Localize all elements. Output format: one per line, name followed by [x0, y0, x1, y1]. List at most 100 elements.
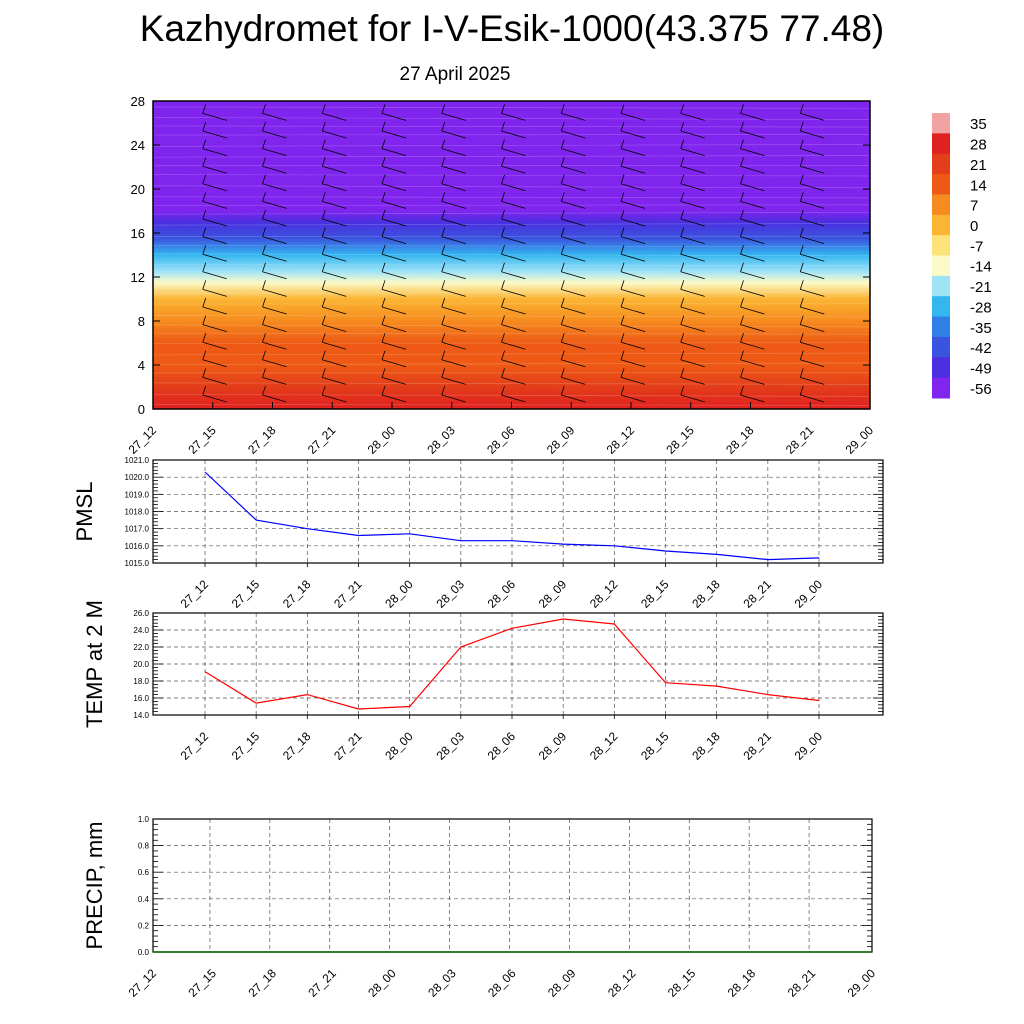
wind-barb-staff — [561, 341, 586, 350]
wind-barb — [441, 297, 466, 315]
wind-barb — [321, 333, 347, 350]
wind-barb-staff — [322, 324, 347, 332]
y-tick-label: 1015.0 — [125, 559, 150, 568]
x-tick-label: 28_12 — [587, 577, 621, 611]
wind-barb-flag — [799, 227, 804, 237]
wind-barb-flag — [501, 139, 505, 149]
wind-barb — [441, 227, 466, 244]
wind-barb — [740, 262, 765, 280]
wind-barb-staff — [620, 218, 646, 227]
x-tick-label: 29_00 — [845, 966, 879, 1000]
wind-barb-staff — [441, 236, 466, 244]
wind-barb-flag — [202, 174, 207, 184]
wind-barb-flag — [799, 385, 804, 396]
wind-barb-flag — [381, 350, 386, 360]
wind-barb-flag — [740, 297, 744, 308]
wind-barb-staff — [740, 377, 765, 385]
wind-barb-flag — [799, 192, 804, 202]
wind-barb-flag — [441, 350, 446, 360]
x-tick-label: 28_15 — [638, 729, 672, 763]
wind-barb-staff — [680, 377, 705, 385]
wind-barb-flag — [441, 104, 446, 114]
wind-barb — [560, 192, 586, 209]
wind-barb-staff — [561, 271, 586, 280]
wind-barb — [381, 262, 407, 280]
wind-barb-staff — [800, 236, 825, 244]
x-tick-label: 29_00 — [792, 577, 826, 611]
wind-barb-flag — [381, 104, 386, 114]
wind-barb-flag — [262, 121, 266, 132]
wind-barb-staff — [501, 113, 526, 121]
wind-barb — [799, 385, 825, 403]
wind-barb — [680, 192, 705, 209]
colorbar-segment — [932, 214, 950, 236]
wind-barb-flag — [740, 157, 744, 167]
wind-barb-staff — [680, 341, 705, 350]
wind-barb — [381, 121, 407, 139]
wind-barb-flag — [680, 227, 685, 237]
wind-barb-flag — [560, 297, 565, 308]
contour-line — [152, 282, 871, 286]
wind-barb — [799, 227, 825, 244]
wind-barb-staff — [620, 148, 646, 156]
colorbar-label: 14 — [970, 177, 987, 194]
profile-y-tick-label: 28 — [131, 94, 145, 109]
wind-barb — [799, 245, 825, 262]
wind-barb-flag — [262, 157, 266, 167]
wind-barb — [262, 297, 287, 315]
x-tick-label: 28_09 — [536, 577, 570, 611]
wind-barb-staff — [441, 377, 466, 385]
wind-barb — [381, 280, 407, 297]
contour-line — [152, 342, 871, 344]
x-tick-label: 28_06 — [485, 577, 519, 611]
wind-barb-flag — [262, 350, 266, 360]
wind-barb — [321, 121, 347, 139]
wind-barb-flag — [620, 157, 625, 167]
wind-barb-staff — [620, 130, 646, 139]
wind-barb-staff — [202, 271, 227, 280]
wind-barb — [202, 368, 227, 385]
contour-line — [152, 324, 871, 328]
profile-y-tick-label: 20 — [131, 182, 145, 197]
wind-barb-flag — [680, 245, 685, 255]
wind-barb-staff — [680, 359, 705, 368]
wind-barb-staff — [262, 165, 287, 174]
wind-barb-flag — [501, 333, 505, 343]
wind-barb-staff — [501, 271, 526, 280]
wind-barb-staff — [680, 324, 705, 332]
wind-barb-staff — [561, 113, 586, 121]
wind-barb-flag — [620, 262, 625, 272]
wind-barb-staff — [561, 253, 586, 262]
x-tick-label: 28_03 — [433, 577, 467, 611]
wind-barb-staff — [262, 183, 287, 192]
wind-barb — [202, 245, 227, 262]
wind-barb — [501, 104, 526, 121]
wind-barb-staff — [381, 394, 407, 403]
wind-barb — [620, 297, 646, 315]
y-tick-label: 1.0 — [138, 815, 150, 824]
wind-barb — [680, 209, 705, 227]
contour-line — [152, 332, 871, 335]
chart-title: Kazhydromet for I-V-Esik-1000(43.375 77.… — [139, 8, 885, 49]
wind-barb-staff — [501, 377, 526, 385]
wind-barb-flag — [441, 368, 446, 378]
wind-barb-staff — [800, 148, 825, 156]
colorbar-segment — [932, 357, 950, 379]
wind-barb-flag — [321, 368, 326, 378]
wind-barb-flag — [262, 297, 266, 308]
colorbar-segment — [932, 255, 950, 277]
wind-barb — [262, 121, 287, 139]
wind-barb — [620, 333, 646, 350]
wind-barb — [620, 350, 646, 368]
wind-barb-staff — [322, 236, 347, 244]
wind-barb-flag — [202, 280, 207, 290]
wind-barb-staff — [262, 377, 287, 385]
wind-barb-staff — [561, 289, 586, 297]
wind-barb-flag — [202, 104, 207, 114]
wind-barb — [381, 209, 407, 227]
wind-barb — [620, 139, 646, 156]
wind-barb-flag — [680, 157, 685, 167]
wind-barb-flag — [501, 227, 505, 237]
y-tick-label: 20.0 — [133, 660, 149, 669]
y-tick-label: 0.2 — [138, 921, 150, 930]
